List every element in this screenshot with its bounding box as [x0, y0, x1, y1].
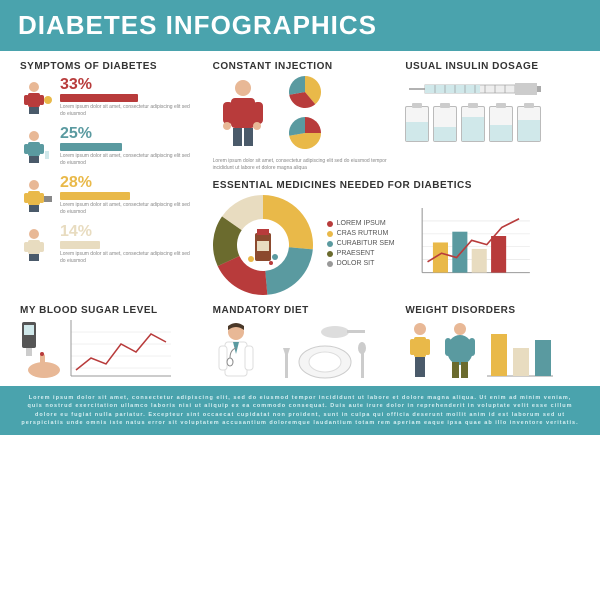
symptom-bar	[60, 94, 138, 102]
symptom-bar	[60, 241, 100, 249]
legend-item: PRAESENT	[327, 250, 407, 257]
injection-heading: CONSTANT INJECTION	[213, 61, 388, 72]
vial-icon	[461, 106, 485, 142]
symptom-row: 14% Lorem ipsum dolor sit amet, consectet…	[20, 223, 195, 264]
weight-bar-chart	[485, 322, 555, 380]
symptom-bar	[60, 192, 130, 200]
medicines-heading: ESSENTIAL MEDICINES NEEDED FOR DIABETICS	[213, 180, 580, 191]
person-overweight-icon	[441, 320, 479, 380]
symptom-row: 33% Lorem ipsum dolor sit amet, consectet…	[20, 76, 195, 117]
symptom-caption: Lorem ipsum dolor sit amet, consectetur …	[60, 153, 195, 166]
blood-line-chart	[66, 320, 176, 380]
injection-person-icon	[213, 76, 283, 148]
footer-banner: Lorem ipsum dolor sit amet, consectetur …	[0, 386, 600, 435]
symptoms-section: SYMPTOMS OF DIABETES 33% Lorem ipsum dolo…	[20, 61, 195, 295]
vial-icon	[489, 106, 513, 142]
plate-utensils-icon	[265, 320, 375, 380]
glucometer-hand-icon	[20, 320, 60, 380]
dosage-section: USUAL INSULIN DOSAGE	[405, 61, 580, 172]
symptom-pct: 33%	[60, 76, 92, 94]
symptom-caption: Lorem ipsum dolor sit amet, consectetur …	[60, 104, 195, 117]
weight-section: WEIGHT DISORDERS	[405, 305, 580, 380]
blood-heading: MY BLOOD SUGAR LEVEL	[20, 305, 195, 316]
pie-chart-icon	[289, 76, 321, 108]
symptoms-heading: SYMPTOMS OF DIABETES	[20, 61, 195, 72]
symptom-person-icon	[20, 129, 54, 163]
medicines-section: ESSENTIAL MEDICINES NEEDED FOR DIABETICS…	[213, 180, 580, 295]
medicines-legend: LOREM IPSUM CRAS RUTRUM CURABITUR SEM PRAES…	[327, 220, 407, 270]
symptom-pct: 25%	[60, 125, 92, 143]
symptom-pct: 14%	[60, 223, 92, 241]
medicine-bottle-icon	[241, 223, 285, 267]
symptom-caption: Lorem ipsum dolor sit amet, consectetur …	[60, 202, 195, 215]
symptom-caption: Lorem ipsum dolor sit amet, consectetur …	[60, 251, 195, 264]
legend-item: LOREM IPSUM	[327, 220, 407, 227]
title-banner: DIABETES INFOGRAPHICS	[0, 0, 600, 51]
content-grid: SYMPTOMS OF DIABETES 33% Lorem ipsum dolo…	[0, 51, 600, 386]
symptom-person-icon	[20, 80, 54, 114]
pie-chart-icon	[289, 117, 321, 149]
weight-heading: WEIGHT DISORDERS	[405, 305, 580, 316]
legend-item: CRAS RUTRUM	[327, 230, 407, 237]
symptom-bar	[60, 143, 122, 151]
legend-item: DOLOR SIT	[327, 260, 407, 267]
vial-icon	[433, 106, 457, 142]
legend-item: CURABITUR SEM	[327, 240, 407, 247]
symptom-row: 28% Lorem ipsum dolor sit amet, consectet…	[20, 174, 195, 215]
symptom-person-icon	[20, 178, 54, 212]
blood-sugar-section: MY BLOOD SUGAR LEVEL	[20, 305, 195, 380]
vial-icon	[405, 106, 429, 142]
medicines-combo-chart	[421, 208, 531, 278]
symptom-person-icon	[20, 227, 54, 261]
symptom-row: 25% Lorem ipsum dolor sit amet, consectet…	[20, 125, 195, 166]
injection-caption: Lorem ipsum dolor sit amet, consectetur …	[213, 158, 388, 172]
dosage-heading: USUAL INSULIN DOSAGE	[405, 61, 580, 72]
syringe-icon	[405, 76, 555, 102]
doctor-icon	[213, 320, 259, 380]
person-slim-icon	[405, 320, 435, 380]
diet-section: MANDATORY DIET	[213, 305, 388, 380]
symptom-pct: 28%	[60, 174, 92, 192]
injection-section: CONSTANT INJECTION Lorem ipsum dolor sit…	[213, 61, 388, 172]
diet-heading: MANDATORY DIET	[213, 305, 388, 316]
vial-icon	[517, 106, 541, 142]
